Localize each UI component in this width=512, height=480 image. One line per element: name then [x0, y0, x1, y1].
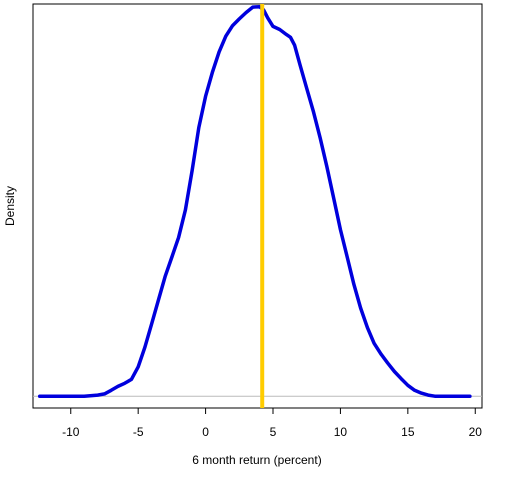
x-tick-label: 15: [401, 425, 415, 439]
x-tick-label: 20: [469, 425, 483, 439]
density-curve: [37, 4, 472, 398]
x-tick-label: -5: [133, 425, 144, 439]
x-axis-title: 6 month return (percent): [192, 453, 321, 467]
y-axis-title: Density: [3, 186, 17, 226]
x-tick-label: 0: [202, 425, 209, 439]
x-tick-label: 10: [334, 425, 348, 439]
x-axis: -10 -5 0 5 10 15 20: [62, 408, 482, 439]
x-tick-label: 5: [270, 425, 277, 439]
plot-frame: [32, 3, 483, 409]
x-tick-label: -10: [62, 425, 80, 439]
